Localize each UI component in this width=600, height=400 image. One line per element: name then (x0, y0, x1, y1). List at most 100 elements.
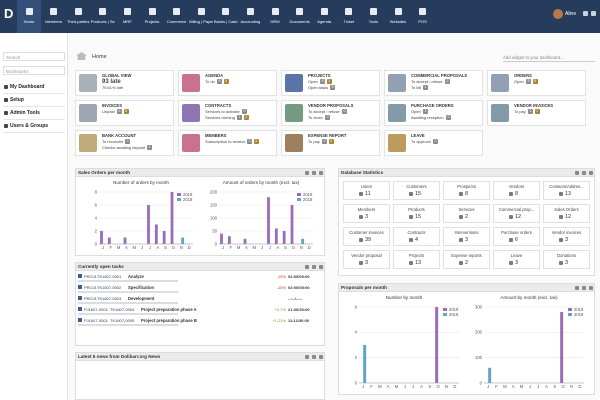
widget-tool[interactable] (319, 170, 323, 175)
stat-box[interactable] (543, 250, 590, 269)
x-tick-label: F (495, 384, 498, 389)
info-box-title: VENDOR PROPOSALS (308, 103, 354, 108)
widget-tool[interactable] (305, 354, 309, 359)
sidebar-item[interactable]: My Dashboard (10, 84, 45, 90)
widget-tool[interactable] (582, 170, 586, 175)
stat-box[interactable] (393, 181, 440, 200)
info-box-line: To accept / refuse (308, 109, 340, 114)
user-name[interactable]: Aline (565, 11, 577, 17)
task-ref[interactable]: TK1607-0001 (97, 274, 122, 279)
menu-item[interactable]: Agenda (317, 19, 332, 24)
widget-tool[interactable] (582, 285, 586, 290)
avatar[interactable] (553, 9, 563, 19)
task-project[interactable]: PROJ1 (84, 296, 97, 301)
info-box-icon (491, 104, 509, 122)
stat-box[interactable] (493, 227, 540, 246)
stat-icon (409, 238, 413, 242)
stat-box[interactable] (343, 204, 390, 223)
widget-tool[interactable] (312, 354, 316, 359)
widget-tool[interactable] (305, 170, 309, 175)
task-project[interactable]: PROJ1 (84, 274, 97, 279)
menu-item[interactable]: Websites (389, 19, 407, 24)
menu-item[interactable]: Home (23, 19, 35, 24)
add-widget-select[interactable]: Add widget to your dashboard... (503, 53, 595, 62)
stat-box[interactable] (393, 250, 440, 269)
task-ref[interactable]: TK1607-0005 (110, 318, 135, 323)
widget-tool[interactable] (305, 264, 309, 269)
logo[interactable]: D (4, 6, 14, 21)
menu-item[interactable]: POS (418, 19, 427, 24)
widget-tool[interactable] (575, 285, 579, 290)
badge: 6 (123, 109, 129, 114)
widget-tool[interactable] (312, 264, 316, 269)
legend-label: 2019 (183, 192, 193, 197)
y-tick-label: 200 (475, 330, 483, 335)
menu-item[interactable]: Products | Services (90, 19, 115, 24)
top-icon[interactable] (583, 11, 588, 16)
menu-item[interactable]: HRM (270, 19, 280, 24)
widget-tool[interactable] (319, 264, 323, 269)
stat-box[interactable] (343, 181, 390, 200)
info-box-title: ORDERS (514, 73, 532, 78)
stat-box[interactable] (393, 204, 440, 223)
sidebar-item[interactable]: Admin Tools (10, 110, 40, 116)
stat-box[interactable] (493, 181, 540, 200)
task-project[interactable]: PJ1607-0001 (84, 307, 108, 312)
menu-item[interactable]: Tools (368, 19, 379, 24)
menu-item[interactable]: Banks | Cash (213, 19, 238, 24)
search-input[interactable]: Search (3, 52, 65, 61)
task-ref[interactable]: TK1607-0004 (110, 307, 135, 312)
y-tick-label: 150 (210, 202, 218, 207)
widget-tool[interactable] (575, 170, 579, 175)
menu-item[interactable]: Projects (144, 19, 160, 24)
stat-box[interactable] (443, 181, 490, 200)
widget-tool[interactable] (589, 285, 593, 290)
menu-item[interactable]: Billing | Payment (189, 19, 214, 24)
menu-item[interactable]: Commerce (166, 19, 187, 24)
x-tick-label: D (578, 384, 581, 389)
bookmarks-select[interactable]: Bookmarks (3, 66, 65, 75)
sidebar-icon (4, 111, 8, 115)
menu-item[interactable]: Members (45, 19, 62, 24)
sidebar-item[interactable]: Setup (10, 97, 24, 103)
x-tick-label: M (378, 384, 382, 389)
x-tick-label: A (276, 245, 279, 250)
badge: 1 (237, 115, 243, 120)
menu-icon (345, 8, 353, 15)
x-tick-label: J (404, 384, 406, 389)
menu-item[interactable]: Third-parties (66, 19, 90, 24)
stat-count: 2 (465, 260, 469, 266)
stat-box[interactable] (493, 204, 540, 223)
stat-label: Customer invoices (349, 230, 384, 235)
sidebar-item[interactable]: Users & Groups (10, 123, 49, 129)
stat-box[interactable] (443, 250, 490, 269)
stat-box[interactable] (393, 227, 440, 246)
stat-box[interactable] (493, 250, 540, 269)
stat-label: Sales Orders (554, 207, 579, 212)
task-project[interactable]: PJ1607-0001 (84, 318, 108, 323)
stat-box[interactable] (443, 227, 490, 246)
widget-tool[interactable] (319, 354, 323, 359)
stat-box[interactable] (543, 204, 590, 223)
menu-icon (173, 8, 181, 15)
widget-tool[interactable] (589, 170, 593, 175)
stat-box[interactable] (343, 250, 390, 269)
task-ref[interactable]: TK1607-0003 (97, 296, 122, 301)
menu-item[interactable]: Ticket (343, 19, 355, 24)
menu-item[interactable]: Accounting (240, 19, 261, 24)
menu-item[interactable]: Documents (289, 19, 310, 24)
x-tick-label: A (545, 384, 548, 389)
task-project[interactable]: PROJ1 (84, 285, 97, 290)
stat-box[interactable] (543, 181, 590, 200)
stat-box[interactable] (343, 227, 390, 246)
badge: 3 (328, 139, 334, 144)
top-bar (0, 0, 600, 33)
top-icon[interactable] (591, 11, 596, 16)
stat-box[interactable] (443, 204, 490, 223)
info-box-line: To approve (411, 139, 431, 144)
task-ref[interactable]: TK1607-0002 (97, 285, 122, 290)
menu-item[interactable]: MRP (122, 19, 132, 24)
stat-box[interactable] (543, 227, 590, 246)
info-box-icon (491, 74, 509, 92)
widget-tool[interactable] (312, 170, 316, 175)
